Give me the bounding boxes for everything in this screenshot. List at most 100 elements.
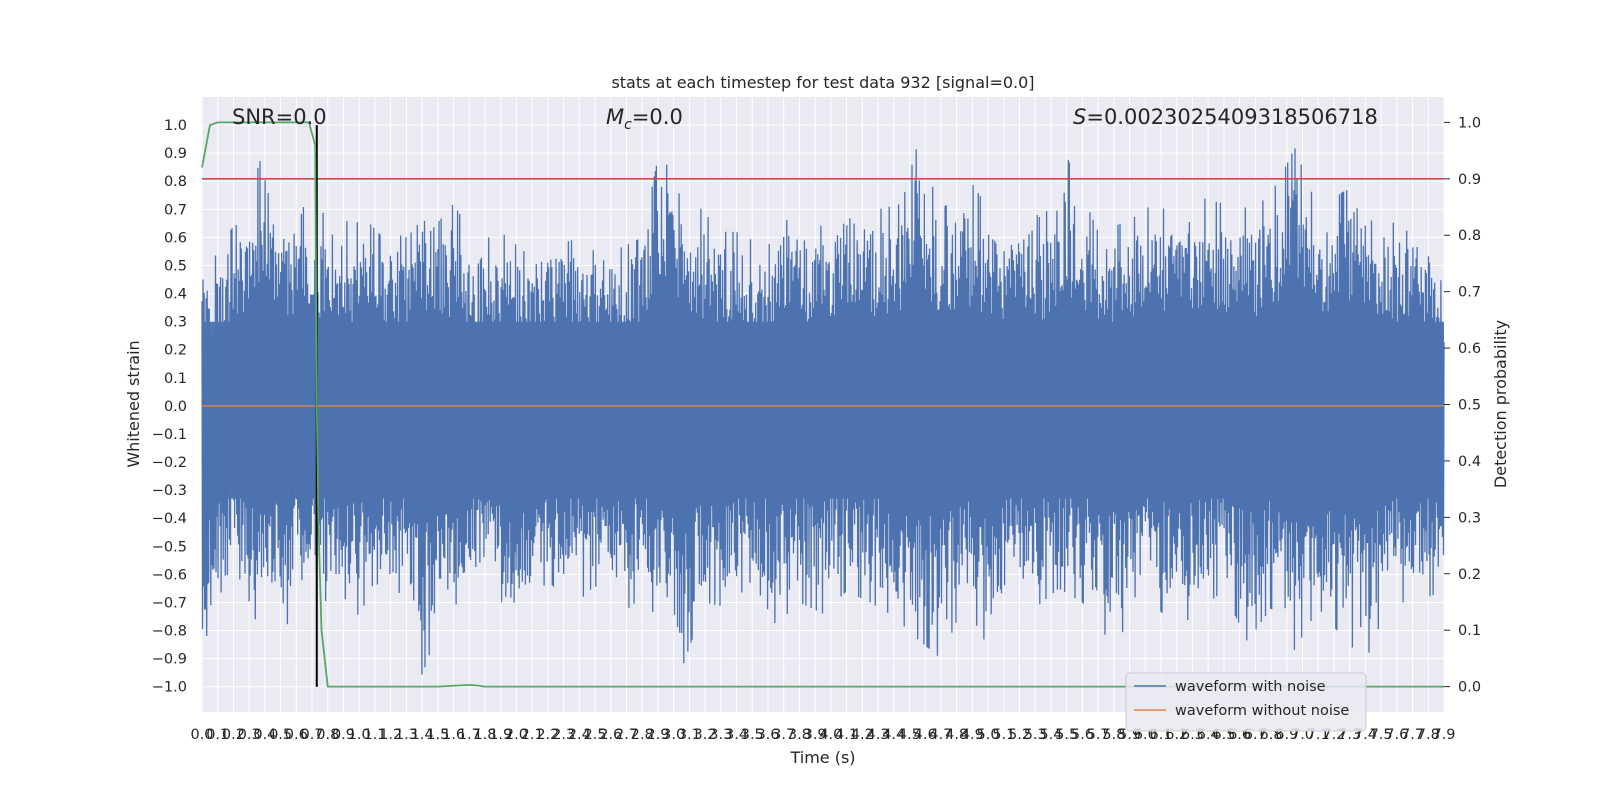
x-tick-label: 4.1 — [835, 727, 858, 743]
y-tick-label: −0.3 — [152, 483, 187, 499]
x-tick-label: 2.6 — [599, 727, 622, 743]
x-tick-label: 2.9 — [646, 727, 669, 743]
x-tick-label: 5.4 — [1039, 727, 1062, 743]
y-tick-label: 0.0 — [164, 399, 187, 415]
x-tick-label: 4.6 — [914, 727, 937, 743]
x-tick-label: 5.2 — [1008, 727, 1031, 743]
x-tick-label: 0.6 — [285, 727, 308, 743]
y-tick-label: −0.6 — [152, 567, 187, 583]
x-tick-label: 0.8 — [316, 727, 339, 743]
y-tick-label: 0.6 — [164, 230, 187, 246]
x-tick-label: 1.9 — [489, 727, 512, 743]
y-tick-label: 0.7 — [164, 202, 187, 218]
series-detection-probability — [201, 121, 1444, 688]
x-tick-label: 5.1 — [992, 727, 1015, 743]
waveform-with-noise-core — [202, 321, 1444, 499]
s-symbol: S — [1073, 105, 1086, 129]
legend-box — [1125, 672, 1367, 732]
x-tick-label: 2.7 — [615, 727, 638, 743]
mc-value: =0.0 — [632, 105, 683, 129]
y2-tick-label: 0.3 — [1458, 510, 1481, 526]
x-tick-label: 2.4 — [568, 727, 591, 743]
y2-tick-label: 0.7 — [1458, 285, 1481, 301]
x-tick-label: 3.8 — [788, 727, 811, 743]
x-tick-label: 3.4 — [725, 727, 748, 743]
x-axis-label: Time (s) — [789, 748, 855, 767]
y-tick-label: −1.0 — [152, 680, 187, 696]
x-tick-label: 3.9 — [804, 727, 827, 743]
x-tick-label: 1.5 — [426, 727, 449, 743]
x-tick-label: 7.9 — [1432, 727, 1455, 743]
x-tick-label: 7.5 — [1370, 727, 1393, 743]
y-tick-label: −0.9 — [152, 652, 187, 668]
y2-tick-label: 0.0 — [1458, 680, 1481, 696]
x-tick-label: 5.7 — [1087, 727, 1110, 743]
x-tick-label: 5.3 — [1024, 727, 1047, 743]
x-tick-label: 1.3 — [395, 727, 418, 743]
legend: waveform with noise waveform without noi… — [1125, 672, 1367, 732]
x-tick-label: 5.5 — [1055, 727, 1078, 743]
y-tick-label: −0.5 — [152, 539, 187, 555]
x-tick-label: 1.1 — [363, 727, 386, 743]
x-tick-label: 7.6 — [1385, 727, 1408, 743]
x-tick-label: 4.5 — [898, 727, 921, 743]
x-tick-label: 1.8 — [473, 727, 496, 743]
x-tick-label: 2.3 — [552, 727, 575, 743]
y2-tick-label: 0.2 — [1458, 567, 1481, 583]
y-tick-label: −0.8 — [152, 624, 187, 640]
y-tick-label: −0.1 — [152, 427, 187, 443]
x-tick-label: 0.0 — [190, 727, 213, 743]
x-tick-label: 3.7 — [772, 727, 795, 743]
x-tick-label: 3.5 — [741, 727, 764, 743]
x-tick-label: 1.2 — [379, 727, 402, 743]
y-tick-label: 1.0 — [164, 118, 187, 134]
x-tick-label: 2.1 — [521, 727, 544, 743]
x-tick-label: 1.7 — [458, 727, 481, 743]
x-tick-label: 5.8 — [1102, 727, 1125, 743]
y2-tick-label: 0.6 — [1458, 341, 1481, 357]
x-tick-label: 0.2 — [222, 727, 245, 743]
x-tick-label: 4.8 — [945, 727, 968, 743]
y-tick-labels: 1.0 0.9 0.8 0.7 0.6 0.5 0.4 0.3 0.2 0.1 0.0 −0.1 −0.… — [152, 118, 187, 696]
y2-tick-label: 0.5 — [1458, 398, 1481, 414]
y2-tick-label: 0.8 — [1458, 228, 1481, 244]
x-tick-label: 3.3 — [709, 727, 732, 743]
mc-subscript: c — [624, 117, 632, 133]
legend-label-waveform-without-noise: waveform without noise — [1175, 703, 1349, 719]
waveform-with-noise-line — [201, 148, 1445, 675]
x-tick-label: 4.0 — [819, 727, 842, 743]
x-tick-label: 3.6 — [756, 727, 779, 743]
x-tick-label: 3.1 — [678, 727, 701, 743]
x-tick-label: 0.7 — [301, 727, 324, 743]
y-tick-label: −0.7 — [152, 595, 187, 611]
y-tick-label: 0.8 — [164, 174, 187, 190]
x-tick-label: 2.5 — [584, 727, 607, 743]
y-tick-label: 0.1 — [164, 371, 187, 387]
y-tick-label: 0.5 — [164, 258, 187, 274]
x-tick-label: 1.0 — [348, 727, 371, 743]
x-tick-label: 3.2 — [694, 727, 717, 743]
x-tick-label: 2.0 — [505, 727, 528, 743]
x-tick-label: 4.3 — [866, 727, 889, 743]
y2-tick-label: 1.0 — [1458, 115, 1481, 131]
x-tick-label: 1.6 — [442, 727, 465, 743]
y-tick-label: 0.9 — [164, 146, 187, 162]
x-tick-label: 5.0 — [977, 727, 1000, 743]
y2-tick-labels: 1.0 0.9 0.8 0.7 0.6 0.5 0.4 0.3 0.2 0.1 0.0 — [1444, 115, 1481, 696]
x-tick-label: 0.3 — [238, 727, 261, 743]
snr-annotation: SNR=0.0 — [232, 105, 327, 129]
x-tick-label: 4.9 — [961, 727, 984, 743]
y-tick-label: 0.3 — [164, 315, 187, 331]
legend-label-waveform-with-noise: waveform with noise — [1175, 679, 1326, 695]
x-tick-label: 0.1 — [206, 727, 229, 743]
x-tick-label: 7.8 — [1417, 727, 1440, 743]
y2-tick-label: 0.4 — [1458, 454, 1481, 470]
y-tick-label: −0.4 — [152, 511, 187, 527]
x-tick-label: 0.5 — [269, 727, 292, 743]
y-tick-label: 0.4 — [164, 287, 187, 303]
x-tick-label: 2.2 — [536, 727, 559, 743]
y-tick-label: −0.2 — [152, 455, 187, 471]
x-tick-label: 4.7 — [929, 727, 952, 743]
x-tick-label: 3.0 — [662, 727, 685, 743]
